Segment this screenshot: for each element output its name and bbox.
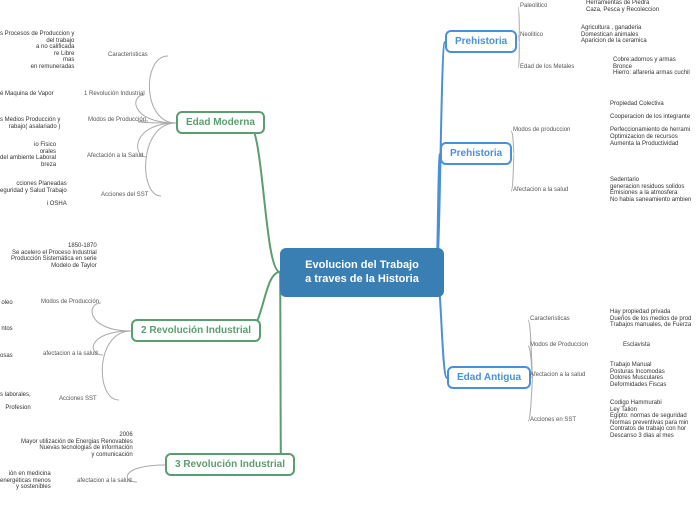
detail-antigua-0: Hay propiedad privadaDueños de los medio… bbox=[610, 309, 691, 329]
sub-prehistoria1-2: Edad de los Metales bbox=[520, 64, 574, 70]
center-line2: a traves de la Historia bbox=[305, 273, 419, 285]
center-line1: Evolucion del Trabajo bbox=[305, 259, 419, 271]
sub-rev2-2: afectacion a la salud bbox=[43, 351, 98, 357]
detail-moderna-1: é Maquina de Vapor bbox=[0, 91, 54, 98]
sub-moderna-0: Caracteristicas bbox=[108, 52, 148, 58]
branch-moderna: Edad Moderna bbox=[176, 111, 265, 134]
detail-rev2-2 bbox=[0, 351, 2, 358]
sub-prehistoria1-1: Neolitico bbox=[520, 32, 543, 38]
detail-rev2-1: oleo ntos osas bbox=[0, 300, 13, 359]
sub-rev2-3: Acciones SST bbox=[59, 396, 97, 402]
sub-moderna-1: 1 Revolución Industrial bbox=[84, 91, 145, 97]
detail-prehistoria1-1: Agricultura , ganaderiaDomestican animal… bbox=[581, 25, 647, 45]
detail-moderna-3: io Fisicooralesdel ambiente Laboralbreza bbox=[0, 142, 56, 168]
sub-rev3-1: afectacion a la salud bbox=[77, 478, 132, 484]
center-node: Evolucion del Trabajo a traves de la Hist… bbox=[280, 248, 444, 297]
detail-rev2-0: 1850-1870Se acelero el Proceso Industria… bbox=[11, 243, 97, 269]
detail-antigua-3: Codigo HammurabiLey TalionEgipto: normas… bbox=[610, 400, 688, 440]
detail-moderna-0: s Procesos de Produccion ydel trabajoa n… bbox=[0, 31, 74, 71]
detail-rev3-0: 2006Mayor utilización de Energias Renova… bbox=[21, 432, 133, 458]
detail-moderna-2: s Medios Producción yrabajo( asalariado … bbox=[0, 117, 60, 130]
branch-rev2: 2 Revolución Industrial bbox=[131, 319, 261, 342]
detail-prehistoria1-2: Cobre:adornos y armasBronceHierro: alfar… bbox=[613, 57, 690, 77]
detail-prehistoria1-0: Herramientas de PiedraCaza, Pesca y Reco… bbox=[586, 0, 659, 13]
sub-moderna-4: Acciones del SST bbox=[101, 192, 148, 198]
sub-rev2-1: Modos de Producción bbox=[41, 299, 99, 305]
detail-prehistoria2-1: Sedentariogeneracion residuos solidosEmi… bbox=[610, 177, 691, 203]
sub-antigua-0: Caracteristicas bbox=[530, 316, 570, 322]
detail-prehistoria2-0: Propiedad Colectiva Cooperacion de los i… bbox=[610, 101, 690, 147]
detail-antigua-2: Trabajo ManualPosturas IncomodasDolores … bbox=[610, 362, 666, 388]
sub-moderna-2: Modos de Producción bbox=[88, 117, 146, 123]
sub-prehistoria1-0: Paleolitico bbox=[520, 3, 547, 9]
sub-prehistoria2-1: Afectacion a la salud bbox=[513, 187, 568, 193]
sub-antigua-2: Afectacion a la salud bbox=[530, 372, 585, 378]
branch-prehistoria1: Prehistoria bbox=[445, 30, 517, 53]
branch-antigua: Edad Antigua bbox=[447, 366, 531, 389]
sub-moderna-3: Afectación a la Salud bbox=[87, 153, 143, 159]
detail-antigua-1: Esclavista bbox=[623, 342, 650, 349]
detail-rev3-1: ión en medicinaenergéticas menosy sosten… bbox=[0, 471, 51, 491]
sub-antigua-1: Modos de Produccion bbox=[530, 342, 588, 348]
branch-prehistoria2: Prehistoria bbox=[440, 142, 512, 165]
detail-moderna-4: cciones Planeadaseguridad y Salud Trabaj… bbox=[0, 181, 67, 207]
sub-antigua-3: Acciones en SST bbox=[530, 417, 576, 423]
sub-prehistoria2-0: Modos de produccion bbox=[513, 127, 570, 133]
branch-rev3: 3 Revolución Industrial bbox=[165, 453, 295, 476]
detail-rev2-3: s laborales, Profesion bbox=[0, 392, 31, 412]
